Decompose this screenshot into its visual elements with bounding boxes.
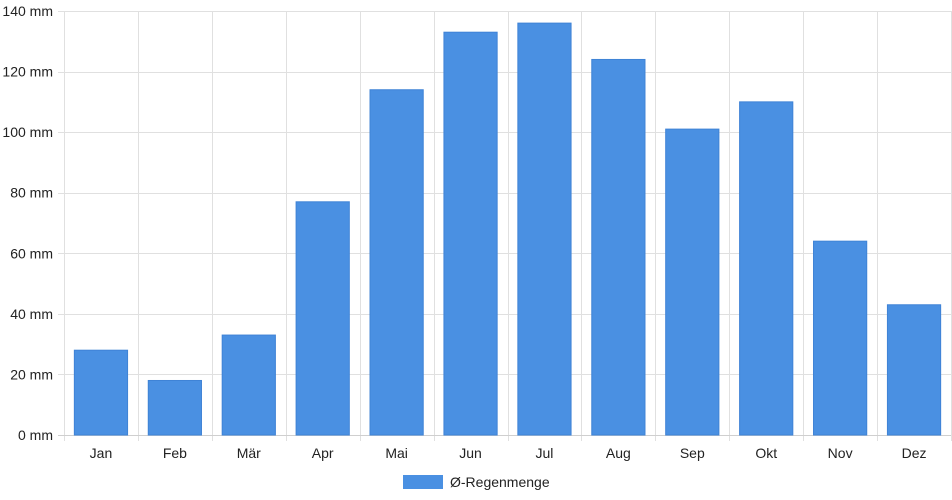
x-tick-label: Aug <box>606 445 631 461</box>
bar-aug[interactable] <box>591 58 646 436</box>
x-tick-label: Jul <box>536 445 554 461</box>
y-tick-label: 0 mm <box>18 427 53 443</box>
y-tick-label: 60 mm <box>10 245 53 261</box>
bar-dez[interactable] <box>886 304 942 436</box>
y-axis-ticks: 0 mm 20 mm 40 mm 60 mm 80 mm 100 mm 120 mm 140 … <box>2 3 53 443</box>
bar-jul[interactable] <box>517 22 572 436</box>
x-tick-label: Apr <box>312 445 334 461</box>
bar-jun[interactable] <box>443 31 498 436</box>
x-tick-label: Jan <box>90 445 113 461</box>
x-tick-label: Feb <box>163 445 187 461</box>
bar-nov[interactable] <box>813 240 868 436</box>
y-tick-label: 120 mm <box>2 64 53 80</box>
x-tick-label: Okt <box>755 445 777 461</box>
legend[interactable]: Ø-Regenmenge <box>403 474 550 490</box>
y-tick-label: 20 mm <box>10 366 53 382</box>
bars <box>73 22 942 436</box>
bar-feb[interactable] <box>147 379 202 436</box>
bar-sep[interactable] <box>665 128 720 436</box>
legend-label: Ø-Regenmenge <box>450 474 550 490</box>
x-tick-label: Jun <box>459 445 482 461</box>
y-tick-label: 80 mm <box>10 185 53 201</box>
x-tick-label: Mär <box>237 445 261 461</box>
bar-mai[interactable] <box>369 89 424 436</box>
bar-mär[interactable] <box>221 334 276 436</box>
y-tick-label: 40 mm <box>10 306 53 322</box>
x-tick-label: Sep <box>680 445 705 461</box>
x-tick-label: Dez <box>902 445 927 461</box>
x-tick-label: Nov <box>828 445 853 461</box>
legend-swatch <box>403 475 443 489</box>
bar-apr[interactable] <box>295 201 350 436</box>
grid-lines <box>58 11 952 441</box>
y-tick-label: 100 mm <box>2 124 53 140</box>
bar-okt[interactable] <box>739 101 794 436</box>
bar-jan[interactable] <box>73 349 129 436</box>
x-axis-ticks: Jan Feb Mär Apr Mai Jun Jul Aug Sep Okt Nov Dez <box>90 445 927 461</box>
x-tick-label: Mai <box>385 445 408 461</box>
y-tick-label: 140 mm <box>2 3 53 19</box>
